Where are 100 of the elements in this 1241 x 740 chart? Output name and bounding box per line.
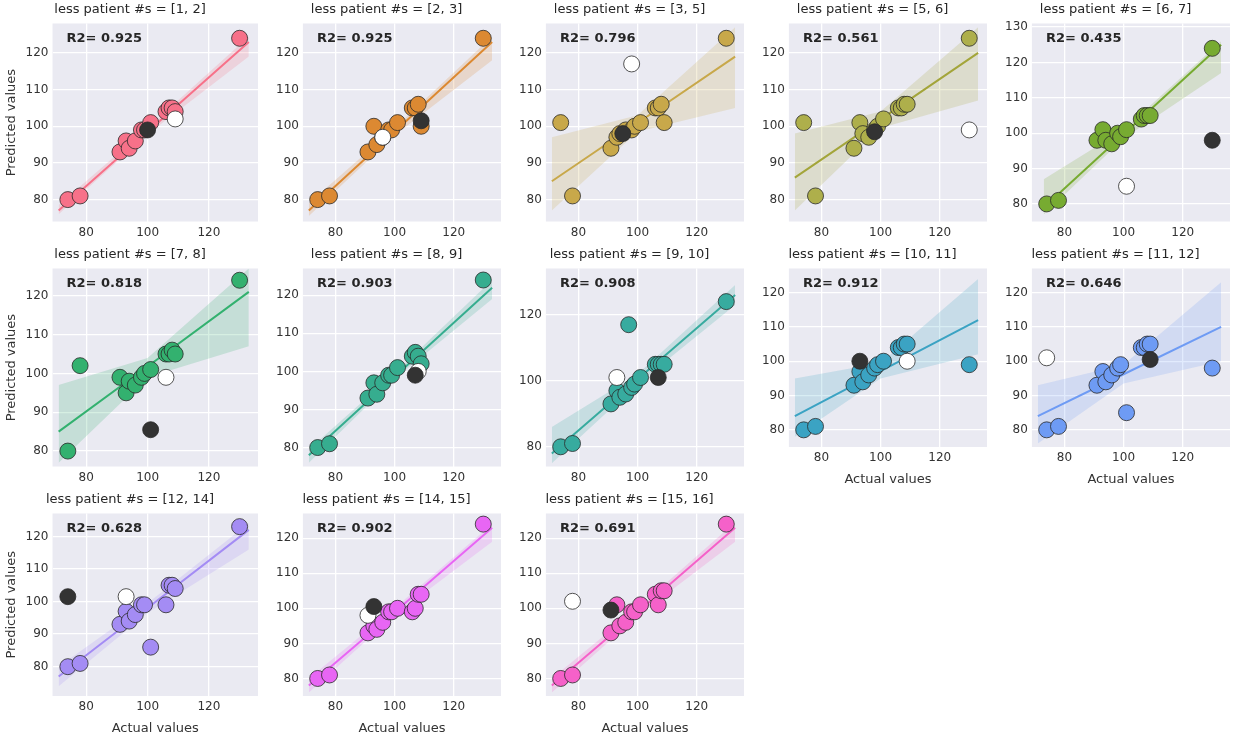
point <box>406 366 424 384</box>
point <box>564 187 581 205</box>
point <box>552 114 570 131</box>
point <box>71 357 89 375</box>
point <box>409 95 427 113</box>
point <box>717 515 735 533</box>
y-tick-label: 80 <box>526 191 542 206</box>
chart-title: less patient #s = [8, 9] <box>310 246 463 262</box>
annotation: R2= 0.561 <box>802 29 879 45</box>
chart-title: less patient #s = [14, 15] <box>302 491 471 507</box>
y-tick-label: 120 <box>762 45 785 60</box>
point <box>231 518 248 536</box>
x-tick-label: 80 <box>570 469 587 484</box>
point <box>717 29 735 47</box>
x-axis-title: Actual values <box>844 470 932 486</box>
point <box>564 592 581 610</box>
x-tick-label: 100 <box>869 450 893 465</box>
point <box>564 666 581 684</box>
point <box>157 368 175 386</box>
y-tick-label: 100 <box>519 372 542 387</box>
x-tick-label: 120 <box>928 224 952 239</box>
y-tick-label: 120 <box>25 287 49 302</box>
point <box>321 435 338 453</box>
point <box>389 114 406 131</box>
x-axis-title: Actual values <box>1087 470 1175 486</box>
chart-title: less patient #s = [2, 3] <box>310 1 463 17</box>
y-tick-label: 120 <box>519 45 542 60</box>
chart-title: less patient #s = [15, 16] <box>545 491 714 507</box>
point <box>620 316 638 334</box>
y-tick-label: 100 <box>762 118 785 133</box>
point <box>632 369 649 386</box>
y-tick-label: 110 <box>25 326 49 341</box>
point <box>365 117 383 135</box>
x-tick-label: 120 <box>1171 450 1195 465</box>
point <box>602 601 620 619</box>
y-tick-label: 90 <box>283 155 299 170</box>
point <box>1203 39 1221 57</box>
x-tick-label: 120 <box>685 224 709 239</box>
x-tick-label: 80 <box>570 224 587 239</box>
y-axis-title: Predicted values <box>3 313 19 422</box>
x-tick-label: 100 <box>383 699 407 714</box>
x-tick-label: 100 <box>1112 224 1136 239</box>
chart-title: less patient #s = [6, 7] <box>1039 1 1192 17</box>
point <box>117 588 135 606</box>
x-tick-label: 100 <box>869 224 893 239</box>
point <box>59 442 77 460</box>
point <box>166 110 184 128</box>
y-tick-label: 100 <box>1005 353 1028 368</box>
chart-title: less patient #s = [12, 14] <box>46 491 214 507</box>
y-tick-label: 110 <box>25 81 49 96</box>
x-tick-label: 80 <box>1056 224 1073 239</box>
y-tick-label: 90 <box>769 387 785 402</box>
y-tick-label: 90 <box>33 404 49 419</box>
point <box>71 655 89 672</box>
y-tick-label: 110 <box>1005 319 1028 334</box>
chart-title: less patient #s = [3, 5] <box>553 1 706 17</box>
y-tick-label: 90 <box>769 155 785 170</box>
point <box>389 359 406 376</box>
x-tick-label: 100 <box>626 699 650 714</box>
point <box>474 271 492 289</box>
y-tick-label: 130 <box>1005 19 1028 34</box>
x-tick-label: 120 <box>197 224 221 239</box>
y-tick-label: 110 <box>762 319 785 334</box>
point <box>231 271 248 289</box>
x-tick-label: 120 <box>442 224 466 239</box>
point <box>157 596 175 614</box>
y-tick-label: 90 <box>283 401 299 416</box>
point <box>166 580 184 597</box>
y-tick-label: 120 <box>25 528 49 543</box>
y-tick-label: 80 <box>526 438 542 453</box>
y-tick-label: 110 <box>519 81 542 96</box>
point <box>655 114 673 131</box>
point <box>59 588 77 606</box>
y-tick-label: 80 <box>1012 196 1028 211</box>
chart-title: less patient #s = [7, 8] <box>54 246 206 262</box>
x-axis-title: Actual values <box>601 719 689 735</box>
y-tick-label: 90 <box>526 155 542 170</box>
annotation: R2= 0.691 <box>559 519 636 535</box>
annotation: R2= 0.925 <box>316 29 393 45</box>
point <box>649 596 667 614</box>
y-axis-title: Predicted values <box>3 550 19 659</box>
y-tick-label: 120 <box>276 530 299 545</box>
y-tick-label: 110 <box>25 561 49 576</box>
y-tick-label: 100 <box>276 118 299 133</box>
y-tick-label: 120 <box>519 530 542 545</box>
x-tick-label: 120 <box>442 469 466 484</box>
point <box>321 666 338 684</box>
point <box>406 599 424 617</box>
y-tick-label: 100 <box>276 363 299 378</box>
point <box>321 187 338 205</box>
point <box>632 114 649 131</box>
annotation: R2= 0.902 <box>316 519 393 535</box>
point <box>365 598 383 615</box>
point <box>960 356 978 374</box>
y-tick-label: 80 <box>283 191 299 206</box>
y-tick-label: 90 <box>33 155 49 170</box>
point <box>960 121 978 139</box>
point <box>652 95 670 113</box>
point <box>1118 121 1135 139</box>
point <box>717 293 735 310</box>
